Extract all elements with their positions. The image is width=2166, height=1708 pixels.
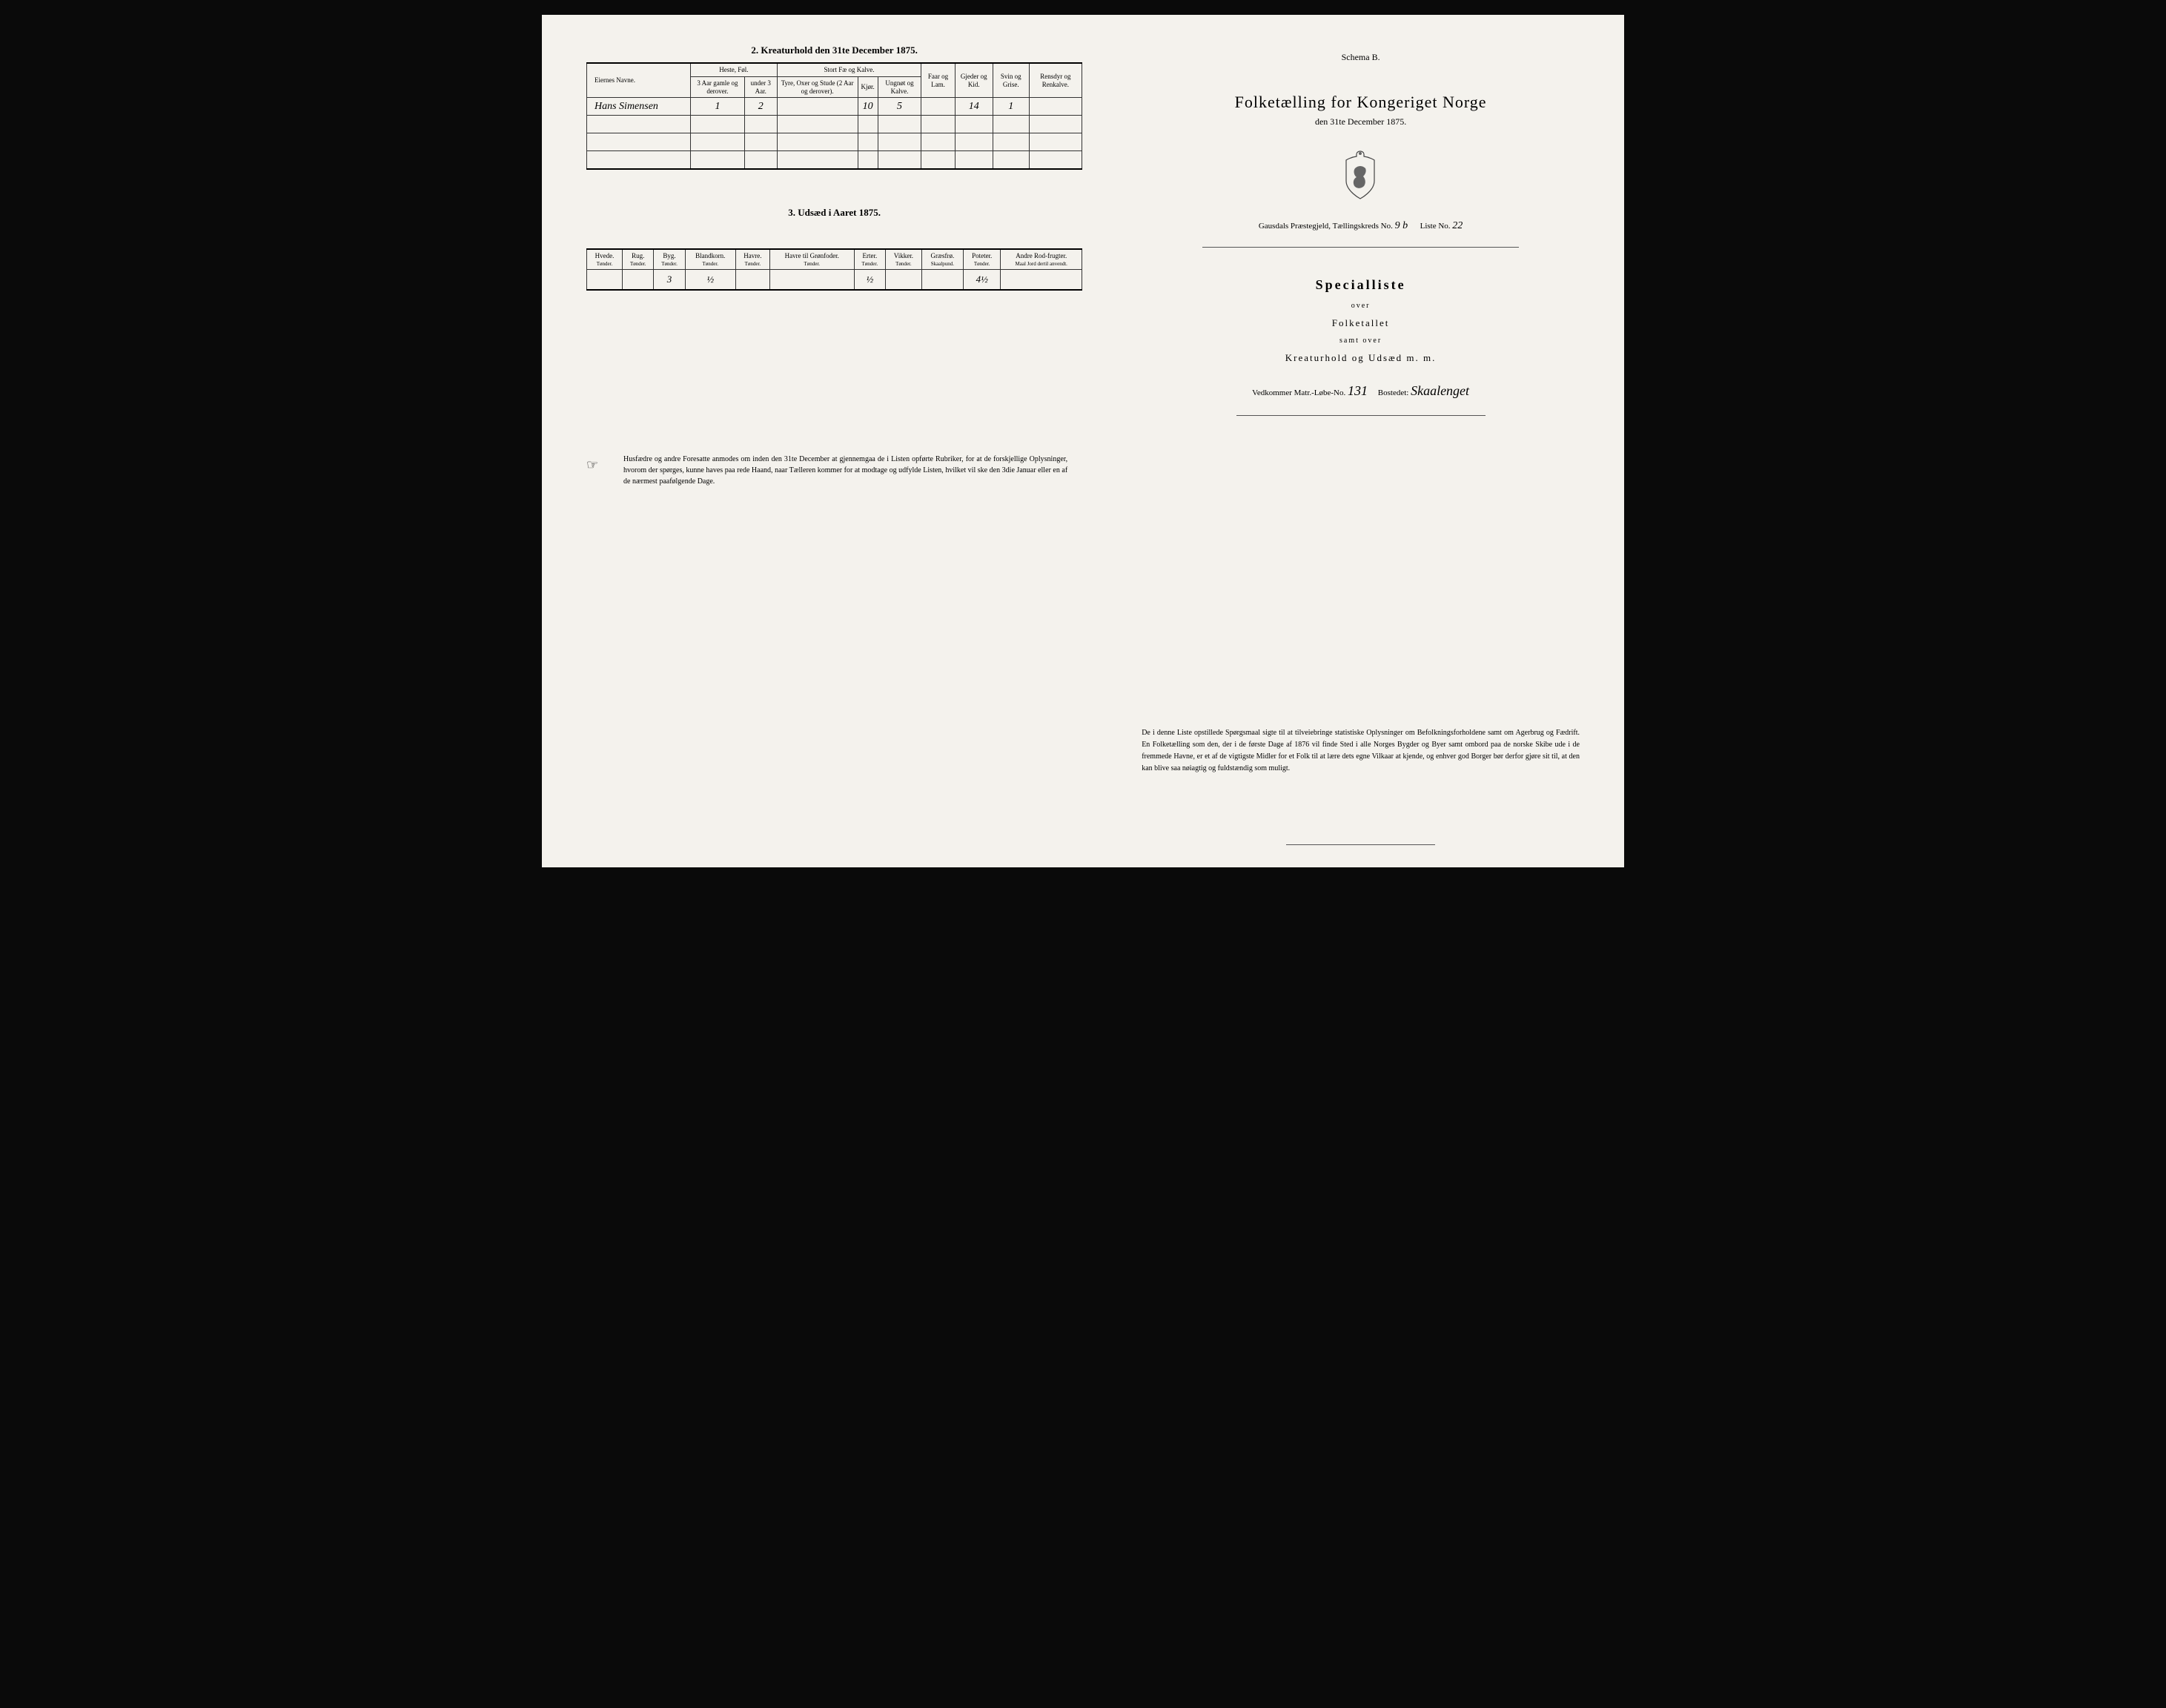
left-page: 2. Kreaturhold den 31te December 1875. E… (542, 15, 1104, 867)
colgroup-storfe: Stort Fæ og Kalve. (777, 63, 921, 76)
cell: ½ (854, 269, 885, 290)
section3-title: 3. Udsæd i Aaret 1875. (586, 207, 1082, 219)
col-faar: Faar og Lam. (921, 63, 956, 98)
col-ren: Rensdyr og Renkalve. (1029, 63, 1082, 98)
col-gjeder: Gjeder og Kid. (955, 63, 993, 98)
divider (1286, 844, 1436, 845)
cell (623, 269, 654, 290)
divider (1202, 247, 1520, 248)
district-prefix: Gausdals Præstegjeld, Tællingskreds No. (1259, 222, 1393, 231)
divider (1236, 415, 1486, 416)
table-row (587, 116, 1082, 133)
table-row: Hans Simensen 1 2 10 5 14 1 (587, 98, 1082, 116)
col-heste1: 3 Aar gamle og derover. (691, 76, 745, 98)
district-no: 9 b (1395, 220, 1408, 231)
cell: 1 (993, 98, 1029, 116)
col-graesfro: Græsfrø.Skaalpund. (921, 249, 963, 270)
cell (769, 269, 854, 290)
table-row (587, 151, 1082, 169)
cell: 4½ (964, 269, 1001, 290)
cell: 2 (744, 98, 777, 116)
district-line: Gausdals Præstegjeld, Tællingskreds No. … (1259, 220, 1463, 232)
cell: 1 (691, 98, 745, 116)
vedkommer-prefix: Vedkommer Matr.-Løbe-No. (1252, 388, 1345, 397)
right-page: Schema B. Folketælling for Kongeriget No… (1104, 15, 1624, 867)
liste-label: Liste No. (1420, 222, 1451, 231)
col-byg: Byg.Tønder. (654, 249, 685, 270)
col-rug: Rug.Tønder. (623, 249, 654, 270)
schema-label: Schema B. (1342, 52, 1380, 63)
table-row (587, 133, 1082, 151)
bottom-paragraph: De i denne Liste opstillede Spørgsmaal s… (1134, 727, 1587, 775)
over-label: over (1351, 302, 1371, 310)
owner-cell: Hans Simensen (587, 98, 691, 116)
cell: 10 (858, 98, 878, 116)
colgroup-heste: Heste, Føl. (691, 63, 778, 76)
matr-no: 131 (1348, 383, 1368, 398)
col-hvede: Hvede.Tønder. (587, 249, 623, 270)
cell: ½ (685, 269, 735, 290)
col-vikker: Vikker.Tønder. (885, 249, 921, 270)
col-owner: Eiernes Navne. (587, 63, 691, 98)
col-havre-gron: Havre til Grønfoder.Tønder. (769, 249, 854, 270)
folketallet-label: Folketallet (1332, 317, 1390, 329)
col-svin: Svin og Grise. (993, 63, 1029, 98)
samt-over-label: samt over (1339, 337, 1382, 345)
section2-title: 2. Kreaturhold den 31te December 1875. (586, 44, 1082, 56)
subtitle: den 31te December 1875. (1315, 116, 1406, 128)
cell: 14 (955, 98, 993, 116)
special-title: Specialliste (1316, 277, 1406, 293)
cell (735, 269, 769, 290)
col-blandkorn: Blandkorn.Tønder. (685, 249, 735, 270)
cell: 3 (654, 269, 685, 290)
cell (921, 98, 956, 116)
document-scan: 2. Kreaturhold den 31te December 1875. E… (542, 15, 1624, 867)
vedkommer-line: Vedkommer Matr.-Løbe-No. 131 Bostedet: S… (1252, 383, 1469, 399)
footnote: ☞ Husfædre og andre Foresatte anmodes om… (586, 454, 1082, 487)
col-poteter: Poteter.Tønder. (964, 249, 1001, 270)
main-title: Folketælling for Kongeriget Norge (1235, 93, 1487, 112)
col-havre: Havre.Tønder. (735, 249, 769, 270)
utsaed-table: Hvede.Tønder. Rug.Tønder. Byg.Tønder. Bl… (586, 248, 1082, 291)
cell (1001, 269, 1082, 290)
cell (1029, 98, 1082, 116)
cell (885, 269, 921, 290)
col-fe2: Kjør. (858, 76, 878, 98)
col-heste2: under 3 Aar. (744, 76, 777, 98)
coat-of-arms-icon (1340, 150, 1381, 202)
cell: 5 (878, 98, 921, 116)
col-fe1: Tyre, Oxer og Stude (2 Aar og derover). (777, 76, 858, 98)
footnote-text: Husfædre og andre Foresatte anmodes om i… (623, 455, 1067, 486)
cell (777, 98, 858, 116)
table-row: 3 ½ ½ 4½ (587, 269, 1082, 290)
pointing-hand-icon: ☞ (586, 455, 598, 475)
col-erter: Erter.Tønder. (854, 249, 885, 270)
cell (587, 269, 623, 290)
bostedet-label: Bostedet: (1378, 388, 1409, 397)
col-andre: Andre Rod-frugter.Maal Jord dertil anven… (1001, 249, 1082, 270)
kreatur-line: Kreaturhold og Udsæd m. m. (1285, 352, 1437, 364)
bostedet-value: Skaalenget (1411, 383, 1469, 398)
kreatur-table: Eiernes Navne. Heste, Føl. Stort Fæ og K… (586, 62, 1082, 170)
liste-no: 22 (1452, 220, 1463, 231)
col-fe3: Ungnøt og Kalve. (878, 76, 921, 98)
cell (921, 269, 963, 290)
